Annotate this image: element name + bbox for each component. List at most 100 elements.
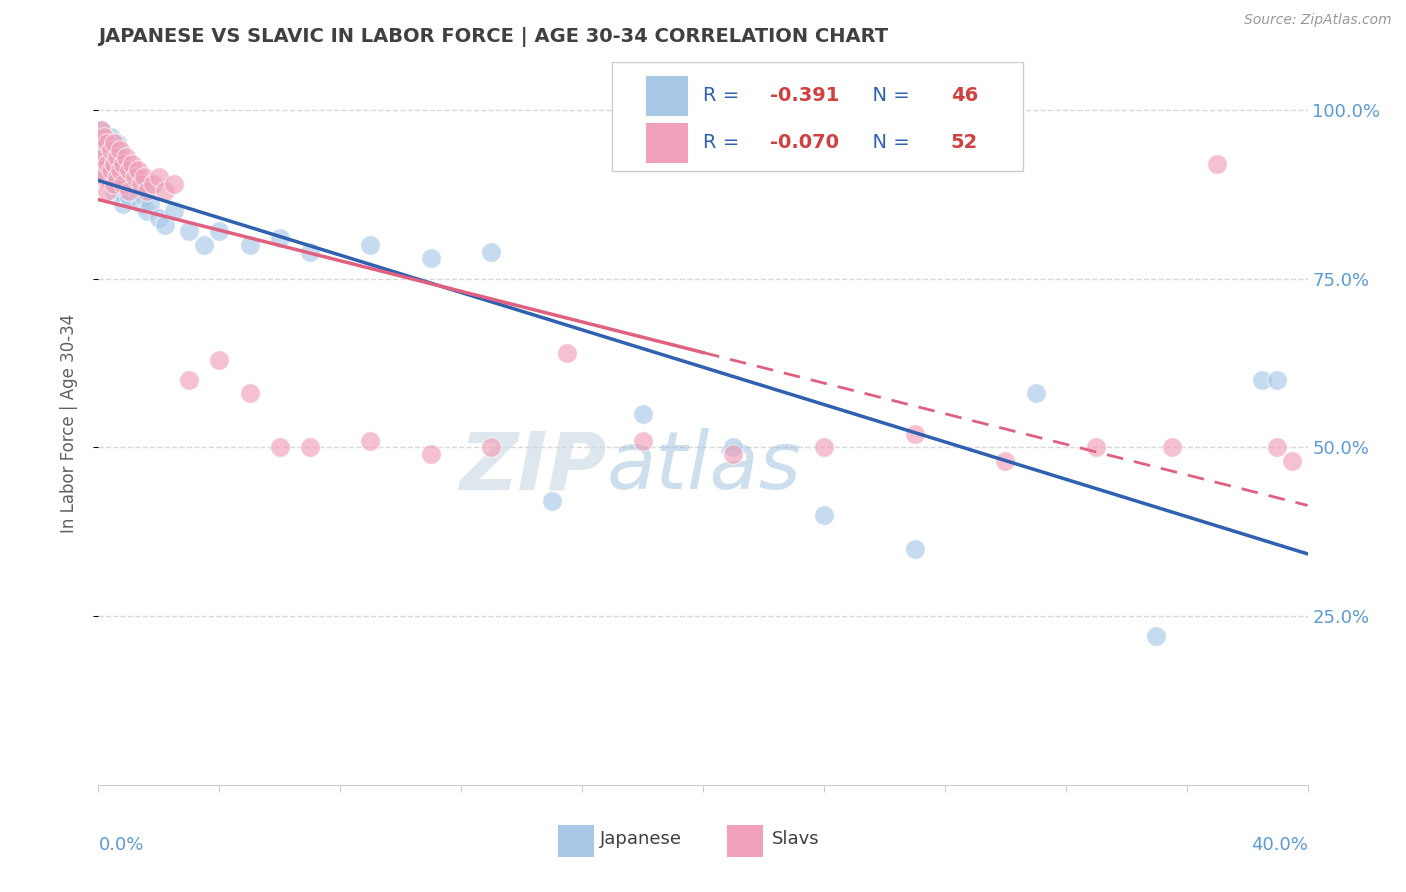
Point <box>121 157 143 171</box>
Text: 40.0%: 40.0% <box>1251 836 1308 854</box>
Point <box>124 170 146 185</box>
Point <box>118 163 141 178</box>
Point <box>420 447 443 461</box>
Point <box>100 163 122 178</box>
Point <box>139 197 162 211</box>
Bar <box>647 76 689 116</box>
Point <box>193 237 215 252</box>
Point <box>208 352 231 367</box>
Text: R =: R = <box>703 134 745 153</box>
Point <box>135 204 157 219</box>
Point <box>1281 454 1303 468</box>
Point <box>631 434 654 448</box>
Point <box>299 440 322 454</box>
Point <box>420 252 443 266</box>
Point <box>118 190 141 204</box>
Point <box>105 150 128 164</box>
Point <box>90 143 112 157</box>
Text: Source: ZipAtlas.com: Source: ZipAtlas.com <box>1244 13 1392 28</box>
Point <box>127 184 149 198</box>
Point <box>1206 157 1229 171</box>
Point <box>813 508 835 522</box>
FancyBboxPatch shape <box>613 62 1024 171</box>
Point <box>163 204 186 219</box>
Point <box>142 177 165 191</box>
Bar <box>727 825 763 857</box>
Point <box>723 447 745 461</box>
Point <box>111 197 134 211</box>
Point <box>1144 629 1167 643</box>
Point <box>239 386 262 401</box>
Point <box>108 157 131 171</box>
Point <box>111 170 134 185</box>
Point <box>96 170 118 185</box>
Point <box>90 150 112 164</box>
Text: 46: 46 <box>950 87 979 105</box>
Point <box>481 440 503 454</box>
Point <box>114 150 136 164</box>
Point <box>93 136 115 151</box>
Point <box>813 440 835 454</box>
Point <box>631 407 654 421</box>
Point <box>299 244 322 259</box>
Point <box>555 346 578 360</box>
Text: JAPANESE VS SLAVIC IN LABOR FORCE | AGE 30-34 CORRELATION CHART: JAPANESE VS SLAVIC IN LABOR FORCE | AGE … <box>98 27 889 46</box>
Text: -0.391: -0.391 <box>769 87 839 105</box>
Point <box>103 157 125 171</box>
Point <box>118 184 141 198</box>
Point <box>105 136 128 151</box>
Point <box>132 170 155 185</box>
Point <box>239 237 262 252</box>
Point <box>723 440 745 454</box>
Point <box>96 184 118 198</box>
Point <box>108 184 131 198</box>
Text: 0.0%: 0.0% <box>98 836 143 854</box>
Text: Japanese: Japanese <box>600 830 682 848</box>
Point <box>96 136 118 151</box>
Point <box>360 237 382 252</box>
Point <box>904 541 927 556</box>
Point <box>1024 386 1046 401</box>
Point <box>132 190 155 204</box>
Point <box>129 197 152 211</box>
Point <box>108 163 131 178</box>
Point <box>100 143 122 157</box>
Point <box>148 211 170 225</box>
Point <box>1267 373 1289 387</box>
Point <box>111 177 134 191</box>
Text: atlas: atlas <box>606 428 801 506</box>
Point <box>108 143 131 157</box>
Text: -0.070: -0.070 <box>769 134 838 153</box>
Point <box>103 177 125 191</box>
Point <box>1085 440 1108 454</box>
Point <box>93 129 115 144</box>
Y-axis label: In Labor Force | Age 30-34: In Labor Force | Age 30-34 <box>59 314 77 533</box>
Point <box>1160 440 1182 454</box>
Point <box>148 170 170 185</box>
Point <box>1251 373 1274 387</box>
Point <box>540 494 562 508</box>
Text: ZIP: ZIP <box>458 428 606 506</box>
Point <box>93 150 115 164</box>
Point <box>93 170 115 185</box>
Point <box>103 136 125 151</box>
Point <box>994 454 1017 468</box>
Point <box>179 373 201 387</box>
Point <box>481 244 503 259</box>
Point <box>124 177 146 191</box>
Point <box>129 177 152 191</box>
Text: N =: N = <box>860 134 917 153</box>
Point <box>121 163 143 178</box>
Point <box>90 123 112 137</box>
Point <box>96 157 118 171</box>
Point <box>904 426 927 441</box>
Point <box>103 150 125 164</box>
Text: Slavs: Slavs <box>772 830 820 848</box>
Point <box>100 129 122 144</box>
Point <box>103 184 125 198</box>
Point <box>105 163 128 178</box>
Point <box>208 224 231 238</box>
Point <box>90 163 112 178</box>
Point <box>135 184 157 198</box>
Point <box>90 123 112 137</box>
